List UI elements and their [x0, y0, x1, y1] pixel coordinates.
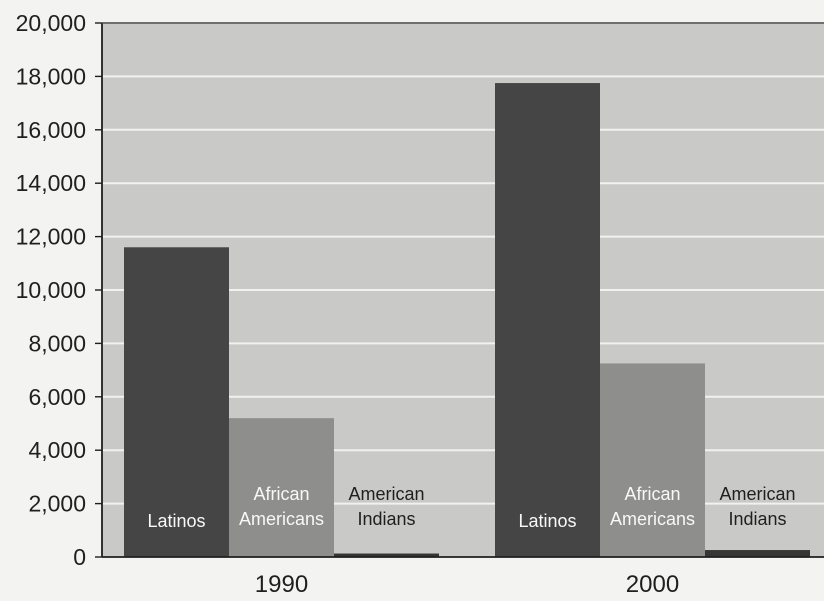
bar-label-line: Americans [610, 509, 695, 529]
bar [229, 418, 334, 557]
y-tick-label: 0 [73, 544, 86, 570]
y-tick-label: 12,000 [16, 224, 86, 250]
y-tick-label: 18,000 [16, 63, 86, 89]
bar-label-line: African [253, 484, 309, 504]
bar-label-line: Americans [239, 509, 324, 529]
bar [334, 553, 439, 557]
y-tick-label: 2,000 [28, 491, 86, 517]
bars [124, 83, 810, 557]
bar-label-line: Indians [357, 509, 415, 529]
bar-label: American Indians [348, 484, 424, 529]
y-tick-labels: 0 2,000 4,000 6,000 8,000 10,000 12,000 14,000 1… [16, 10, 86, 570]
y-tick-label: 10,000 [16, 277, 86, 303]
y-tick-label: 6,000 [28, 384, 86, 410]
bar-label: Latinos [518, 511, 576, 531]
bar-label-line: African [624, 484, 680, 504]
x-category-labels: 1990 2000 [255, 571, 679, 598]
y-tick-label: 4,000 [28, 437, 86, 463]
bar-label: Latinos [147, 511, 205, 531]
y-tick-label: 20,000 [16, 10, 86, 36]
bar-labels: Latinos Latinos African Americans African Ame… [147, 484, 795, 531]
bar-label-line: Indians [728, 509, 786, 529]
bar [495, 83, 600, 557]
bar-label-line: American [348, 484, 424, 504]
y-tick-label: 14,000 [16, 170, 86, 196]
y-tick-label: 16,000 [16, 117, 86, 143]
bar-label-line: Latinos [518, 511, 576, 531]
bar [124, 247, 229, 557]
bar-label: American Indians [719, 484, 795, 529]
bar-label: African Americans [239, 484, 324, 529]
bar [705, 550, 810, 557]
y-tick-label: 8,000 [28, 330, 86, 356]
bar [600, 363, 705, 557]
x-category-label: 2000 [626, 571, 679, 598]
bar-label-line: Latinos [147, 511, 205, 531]
bar-label: African Americans [610, 484, 695, 529]
x-category-label: 1990 [255, 571, 308, 598]
bar-label-line: American [719, 484, 795, 504]
axes [95, 22, 824, 558]
